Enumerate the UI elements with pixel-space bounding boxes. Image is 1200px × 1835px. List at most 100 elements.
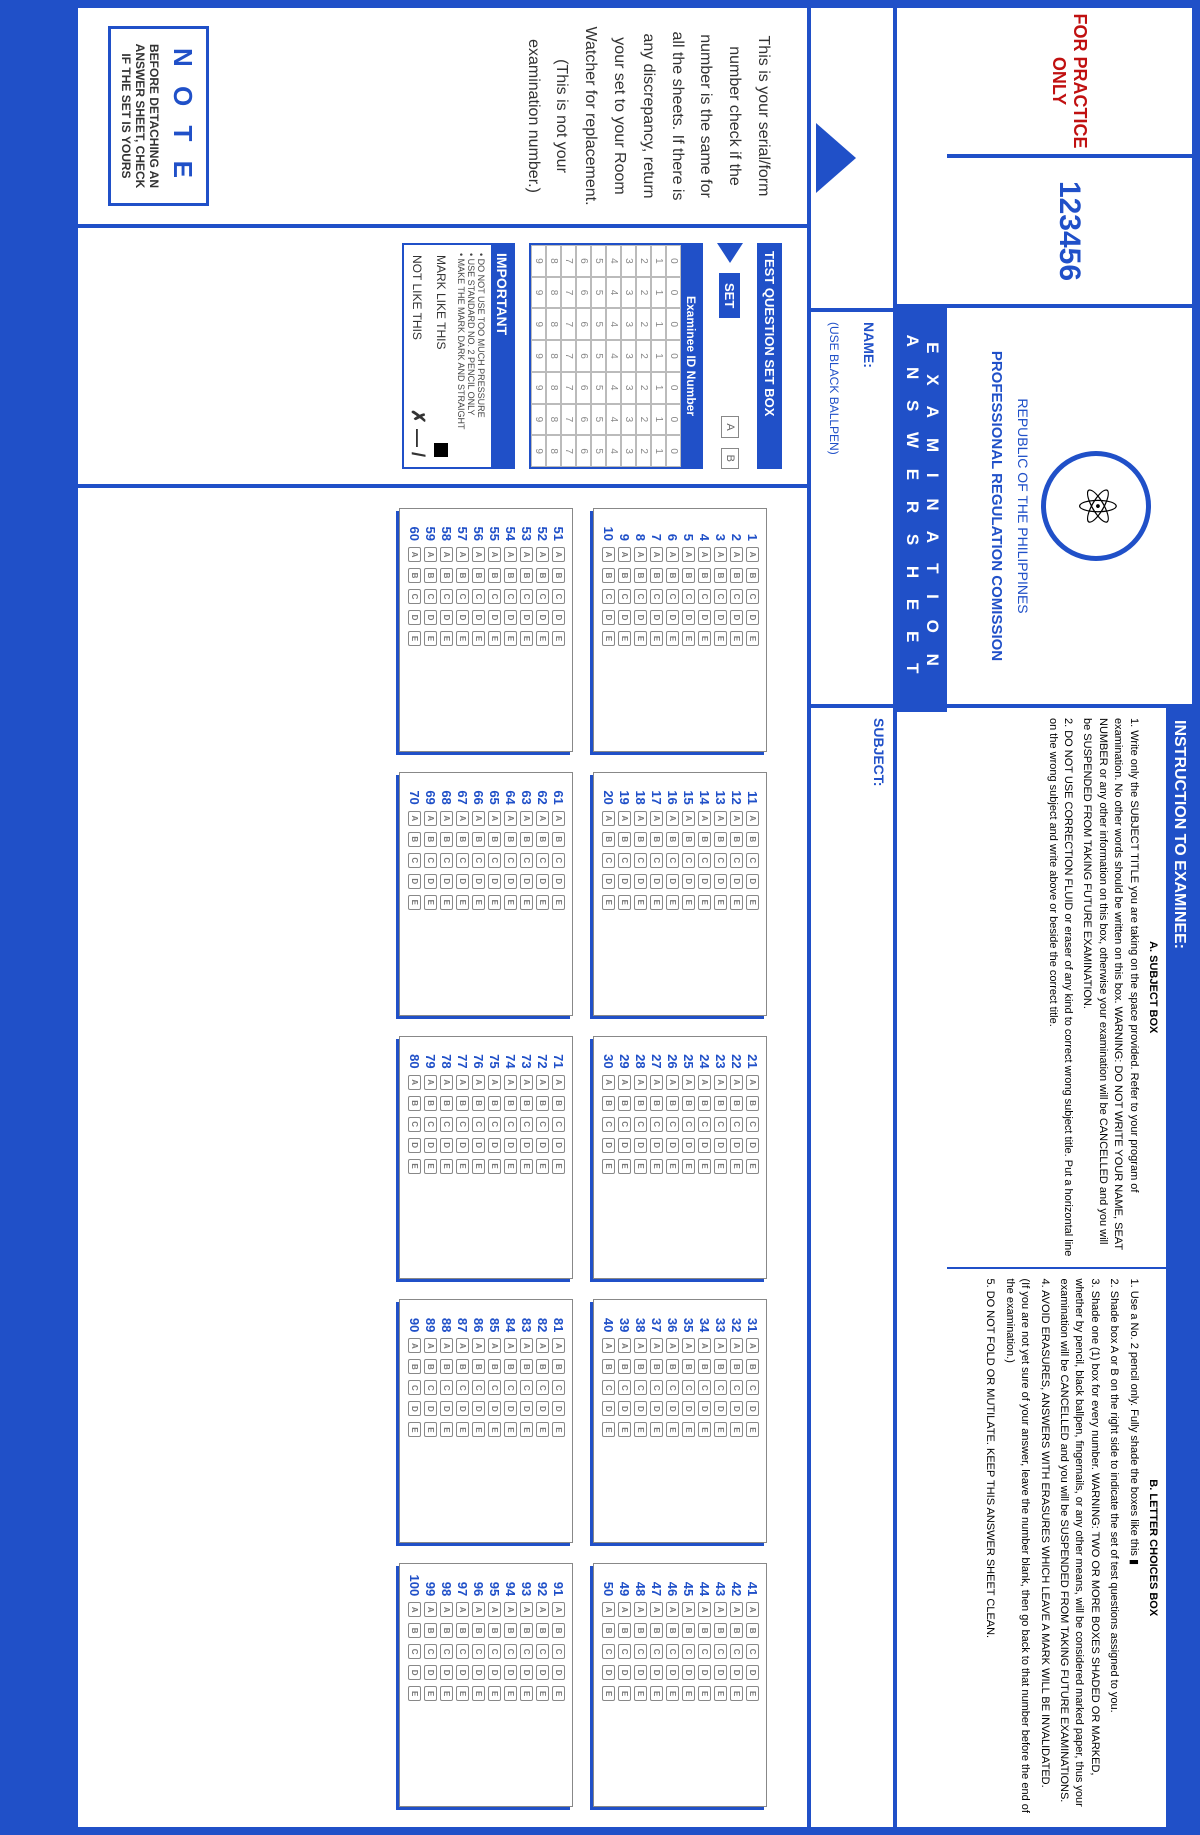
choice-bubble[interactable]: A <box>408 1075 421 1090</box>
choice-bubble[interactable]: A <box>714 811 727 826</box>
id-digit-bubble[interactable]: 5 <box>591 404 606 436</box>
choice-bubble[interactable]: A <box>520 1602 533 1617</box>
choice-bubble[interactable]: D <box>472 610 485 625</box>
choice-bubble[interactable]: B <box>536 1623 549 1638</box>
choice-bubble[interactable]: A <box>682 811 695 826</box>
choice-bubble[interactable]: B <box>730 568 743 583</box>
choice-bubble[interactable]: B <box>682 1096 695 1111</box>
choice-bubble[interactable]: B <box>746 568 759 583</box>
choice-bubble[interactable]: D <box>408 874 421 889</box>
choice-bubble[interactable]: D <box>634 1401 647 1416</box>
choice-bubble[interactable]: B <box>602 568 615 583</box>
id-digit-bubble[interactable]: 4 <box>606 340 621 372</box>
choice-bubble[interactable]: B <box>602 1623 615 1638</box>
choice-bubble[interactable]: A <box>714 1075 727 1090</box>
choice-bubble[interactable]: A <box>730 1602 743 1617</box>
choice-bubble[interactable]: A <box>602 1075 615 1090</box>
choice-bubble[interactable]: A <box>552 1338 565 1353</box>
choice-bubble[interactable]: B <box>440 832 453 847</box>
choice-bubble[interactable]: B <box>730 1623 743 1638</box>
choice-bubble[interactable]: A <box>536 1338 549 1353</box>
id-digit-bubble[interactable]: 4 <box>606 245 621 277</box>
choice-bubble[interactable]: D <box>602 1401 615 1416</box>
id-digit-bubble[interactable]: 3 <box>621 245 636 277</box>
choice-bubble[interactable]: C <box>424 1117 437 1132</box>
choice-bubble[interactable]: D <box>472 874 485 889</box>
choice-bubble[interactable]: E <box>520 1159 533 1174</box>
choice-bubble[interactable]: B <box>698 832 711 847</box>
id-digit-bubble[interactable]: 8 <box>546 435 561 467</box>
choice-bubble[interactable]: B <box>746 1623 759 1638</box>
choice-bubble[interactable]: E <box>730 895 743 910</box>
id-digit-bubble[interactable]: 0 <box>666 308 681 340</box>
id-digit-bubble[interactable]: 6 <box>576 245 591 277</box>
id-digit-bubble[interactable]: 5 <box>591 245 606 277</box>
choice-bubble[interactable]: E <box>408 1422 421 1437</box>
choice-bubble[interactable]: A <box>488 547 501 562</box>
choice-bubble[interactable]: C <box>730 1380 743 1395</box>
choice-bubble[interactable]: B <box>714 1096 727 1111</box>
choice-bubble[interactable]: D <box>746 874 759 889</box>
choice-bubble[interactable]: C <box>618 589 631 604</box>
choice-bubble[interactable]: C <box>504 1117 517 1132</box>
choice-bubble[interactable]: D <box>552 874 565 889</box>
choice-bubble[interactable]: B <box>714 1623 727 1638</box>
choice-bubble[interactable]: D <box>682 1138 695 1153</box>
choice-bubble[interactable]: D <box>456 1138 469 1153</box>
choice-bubble[interactable]: E <box>634 631 647 646</box>
choice-bubble[interactable]: A <box>714 1602 727 1617</box>
choice-bubble[interactable]: D <box>520 1401 533 1416</box>
choice-bubble[interactable]: D <box>714 1665 727 1680</box>
choice-bubble[interactable]: E <box>440 1422 453 1437</box>
choice-bubble[interactable]: C <box>650 589 663 604</box>
choice-bubble[interactable]: B <box>440 1623 453 1638</box>
choice-bubble[interactable]: E <box>520 1686 533 1701</box>
choice-bubble[interactable]: D <box>698 610 711 625</box>
choice-bubble[interactable]: E <box>602 1686 615 1701</box>
choice-bubble[interactable]: C <box>472 1117 485 1132</box>
id-digit-bubble[interactable]: 7 <box>561 245 576 277</box>
id-digit-bubble[interactable]: 6 <box>576 277 591 309</box>
choice-bubble[interactable]: A <box>520 1338 533 1353</box>
choice-bubble[interactable]: B <box>714 568 727 583</box>
choice-bubble[interactable]: D <box>650 874 663 889</box>
choice-bubble[interactable]: D <box>472 1665 485 1680</box>
choice-bubble[interactable]: B <box>488 832 501 847</box>
choice-bubble[interactable]: D <box>504 1665 517 1680</box>
choice-bubble[interactable]: B <box>536 832 549 847</box>
id-digit-bubble[interactable]: 1 <box>651 245 666 277</box>
choice-bubble[interactable]: E <box>456 631 469 646</box>
choice-bubble[interactable]: C <box>456 589 469 604</box>
choice-bubble[interactable]: A <box>618 1602 631 1617</box>
id-digit-bubble[interactable]: 3 <box>621 435 636 467</box>
id-digit-bubble[interactable]: 1 <box>651 340 666 372</box>
choice-bubble[interactable]: E <box>552 1686 565 1701</box>
choice-bubble[interactable]: D <box>666 1665 679 1680</box>
id-digit-bubble[interactable]: 0 <box>666 372 681 404</box>
id-digit-bubble[interactable]: 1 <box>651 277 666 309</box>
choice-bubble[interactable]: E <box>650 895 663 910</box>
choice-bubble[interactable]: B <box>536 1096 549 1111</box>
choice-bubble[interactable]: A <box>634 811 647 826</box>
choice-bubble[interactable]: E <box>504 1422 517 1437</box>
choice-bubble[interactable]: D <box>714 874 727 889</box>
choice-bubble[interactable]: E <box>666 1686 679 1701</box>
choice-bubble[interactable]: C <box>408 1117 421 1132</box>
choice-bubble[interactable]: A <box>488 811 501 826</box>
choice-bubble[interactable]: A <box>472 1338 485 1353</box>
choice-bubble[interactable]: C <box>424 1644 437 1659</box>
choice-bubble[interactable]: E <box>634 1159 647 1174</box>
choice-bubble[interactable]: E <box>634 895 647 910</box>
choice-bubble[interactable]: B <box>552 568 565 583</box>
id-digit-bubble[interactable]: 9 <box>531 277 546 309</box>
choice-bubble[interactable]: A <box>666 1602 679 1617</box>
choice-bubble[interactable]: E <box>682 1159 695 1174</box>
choice-bubble[interactable]: A <box>746 1602 759 1617</box>
choice-bubble[interactable]: C <box>520 589 533 604</box>
choice-bubble[interactable]: D <box>488 874 501 889</box>
id-digit-bubble[interactable]: 1 <box>651 372 666 404</box>
choice-bubble[interactable]: E <box>408 1159 421 1174</box>
choice-bubble[interactable]: B <box>618 1096 631 1111</box>
choice-bubble[interactable]: A <box>602 1338 615 1353</box>
choice-bubble[interactable]: C <box>552 1644 565 1659</box>
